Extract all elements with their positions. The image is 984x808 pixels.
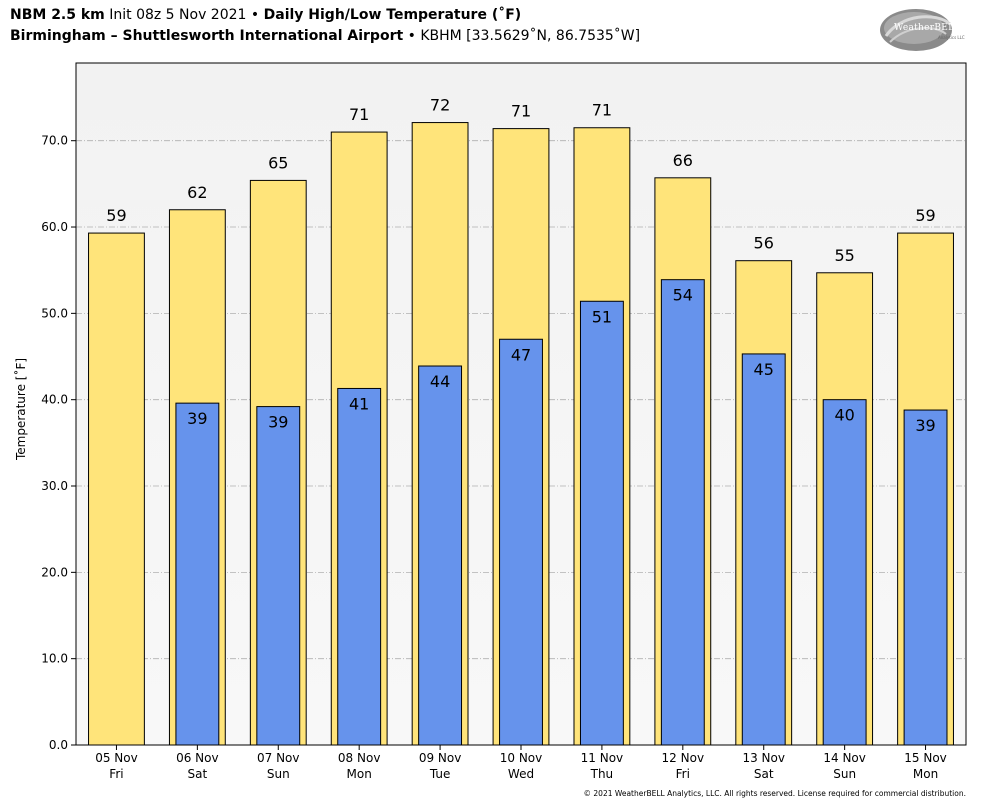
high-temp-label: 59: [106, 206, 126, 225]
x-tick-day-label: Tue: [429, 767, 451, 781]
low-temp-label: 45: [754, 360, 774, 379]
logo-subtext: Analytics LLC: [938, 35, 965, 40]
low-temp-bar: [256, 406, 301, 746]
x-tick-date-label: 05 Nov: [95, 751, 138, 765]
x-tick-date-label: 08 Nov: [338, 751, 381, 765]
y-tick-label: 70.0: [41, 134, 68, 148]
x-tick-day-label: Mon: [347, 767, 372, 781]
y-tick-label: 20.0: [41, 565, 68, 579]
x-tick-date-label: 10 Nov: [500, 751, 543, 765]
high-temp-label: 59: [915, 206, 935, 225]
plot-frame: [75, 62, 967, 746]
high-temp-label: 56: [754, 234, 774, 253]
low-temp-bar: [418, 365, 463, 746]
y-tick-label: 50.0: [41, 306, 68, 320]
high-temp-label: 71: [349, 105, 369, 124]
model-name: NBM 2.5 km: [10, 7, 105, 23]
low-temp-label: 39: [187, 409, 207, 428]
logo-text: WeatherBELL: [894, 23, 961, 33]
high-temp-label: 66: [673, 151, 693, 170]
low-temp-label: 40: [834, 406, 854, 425]
x-tick-date-label: 15 Nov: [904, 751, 947, 765]
high-temp-label: 71: [592, 101, 612, 120]
x-tick-day-label: Sat: [754, 767, 774, 781]
x-tick-day-label: Fri: [109, 767, 123, 781]
x-tick-day-label: Sun: [833, 767, 856, 781]
init-time: Init 08z 5 Nov 2021: [109, 7, 247, 23]
x-tick-day-label: Wed: [508, 767, 534, 781]
copyright-notice: © 2021 WeatherBELL Analytics, LLC. All r…: [583, 789, 966, 798]
station-info: KBHM [33.5629˚N, 86.7535˚W]: [420, 28, 641, 44]
low-temp-label: 47: [511, 345, 531, 364]
low-temp-bar: [822, 399, 867, 746]
low-temp-bar: [903, 409, 948, 746]
x-tick-date-label: 13 Nov: [742, 751, 785, 765]
low-temp-bar: [660, 279, 705, 746]
x-tick-day-label: Sat: [188, 767, 208, 781]
y-tick-label: 0.0: [49, 738, 68, 752]
weatherbell-logo: WeatherBELL Analytics LLC: [876, 6, 968, 56]
high-temp-label: 55: [834, 246, 854, 265]
low-temp-label: 39: [268, 413, 288, 432]
high-temp-label: 65: [268, 153, 288, 172]
x-tick-day-label: Sun: [267, 767, 290, 781]
separator-bullet: •: [407, 28, 416, 44]
x-tick-date-label: 14 Nov: [823, 751, 866, 765]
high-temp-label: 62: [187, 183, 207, 202]
header-line-2: Birmingham – Shuttlesworth International…: [10, 27, 640, 45]
low-temp-label: 44: [430, 372, 450, 391]
x-tick-date-label: 09 Nov: [419, 751, 462, 765]
high-temp-label: 72: [430, 96, 450, 115]
x-tick-date-label: 07 Nov: [257, 751, 300, 765]
x-tick-date-label: 06 Nov: [176, 751, 219, 765]
x-tick-date-label: 11 Nov: [581, 751, 624, 765]
y-tick-label: 30.0: [41, 479, 68, 493]
low-temp-bar: [741, 353, 786, 746]
low-temp-label: 41: [349, 394, 369, 413]
high-temp-bar: [88, 232, 145, 746]
x-tick-date-label: 12 Nov: [662, 751, 705, 765]
logo-swirl-icon: [880, 9, 952, 51]
low-temp-bar: [579, 300, 624, 746]
low-temp-bar: [499, 338, 543, 746]
x-tick-day-label: Fri: [676, 767, 690, 781]
y-tick-label: 60.0: [41, 220, 68, 234]
low-temp-bar: [337, 387, 382, 746]
header-line-1: NBM 2.5 km Init 08z 5 Nov 2021 • Daily H…: [10, 6, 521, 24]
low-temp-label: 51: [592, 307, 612, 326]
y-tick-label: 40.0: [41, 393, 68, 407]
y-tick-label: 10.0: [41, 652, 68, 666]
x-tick-day-label: Thu: [590, 767, 614, 781]
low-temp-bar: [175, 402, 220, 746]
station-name: Birmingham – Shuttlesworth International…: [10, 28, 404, 44]
separator-bullet: •: [250, 7, 260, 23]
low-temp-label: 54: [673, 286, 693, 305]
y-axis-label: Temperature [˚F]: [13, 358, 28, 461]
low-temp-label: 39: [915, 416, 935, 435]
high-temp-label: 71: [511, 102, 531, 121]
product-title: Daily High/Low Temperature (˚F): [263, 7, 522, 23]
x-tick-day-label: Mon: [913, 767, 938, 781]
